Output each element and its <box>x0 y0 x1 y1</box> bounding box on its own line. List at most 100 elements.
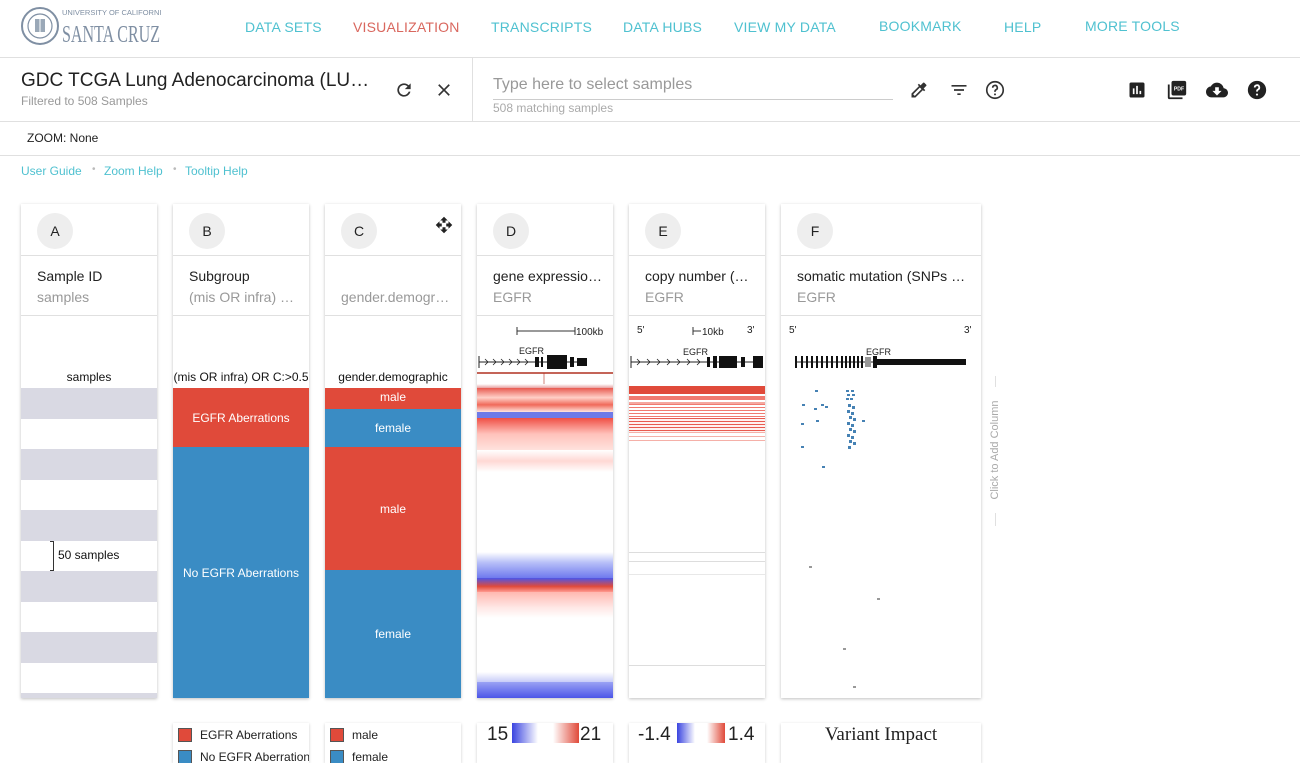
zoom-bar: ZOOM: None <box>0 122 1300 156</box>
column-subtitle: EGFR <box>645 289 684 305</box>
gender-segment[interactable]: male <box>325 388 461 409</box>
column-subtitle: gender.demographic <box>341 289 451 305</box>
column-header: B <box>173 204 309 256</box>
column-title-block[interactable]: copy number (gene-level) EGFR <box>629 256 765 316</box>
zoom-bracket <box>50 541 54 571</box>
subgroup-segment[interactable]: EGFR Aberrations <box>173 388 309 447</box>
legend-min: 15 <box>487 724 509 745</box>
subgroup-segment[interactable]: No EGFR Aberrations <box>173 447 309 698</box>
legend-gradient-high <box>707 723 725 743</box>
legend-min: -1.4 <box>638 724 671 745</box>
add-column-label: Click to Add Column <box>989 387 1001 513</box>
legend-max: 21 <box>580 724 602 745</box>
column-e[interactable]: E copy number (gene-level) EGFR 5' 3' 10… <box>629 204 765 698</box>
column-title-block[interactable]: gene expression RNAseq EGFR <box>477 256 613 316</box>
filter-icon[interactable] <box>945 76 973 104</box>
column-c[interactable]: C gender.demographic gender.demographic … <box>325 204 461 698</box>
copy-number-track[interactable] <box>629 386 765 698</box>
gender-segment[interactable]: female <box>325 409 461 447</box>
legend-gradient-low <box>512 723 538 743</box>
add-column-button[interactable]: Click to Add Column <box>982 376 1008 526</box>
nav-help[interactable]: HELP <box>1004 19 1042 35</box>
legend-label: female <box>352 750 389 763</box>
segment-label: male <box>379 501 406 516</box>
ucsc-logo[interactable]: UNIVERSITY OF CALIFORNIA SANTA CRUZ <box>21 5 166 48</box>
svg-text:PDF: PDF <box>1174 87 1184 93</box>
gene-model[interactable]: 5' 3' 10kb EGFR <box>629 316 765 386</box>
column-title-block[interactable]: gender.demographic <box>325 256 461 316</box>
zoom-label: ZOOM: None <box>27 131 99 145</box>
sample-search-input[interactable] <box>493 70 893 100</box>
nav-more-tools[interactable]: MORE TOOLS <box>1085 18 1180 34</box>
segment-label: female <box>374 627 412 641</box>
expression-legend: 15 21 <box>477 723 613 763</box>
segment-label: No EGFR Aberrations <box>182 565 300 580</box>
copy-number-legend: -1.4 1.4 <box>629 723 765 763</box>
expression-heatmap[interactable] <box>477 384 613 698</box>
column-field-label: gender.demographic <box>338 370 448 384</box>
column-title: somatic mutation (SNPs and small INDELs) <box>797 268 971 284</box>
column-f[interactable]: F somatic mutation (SNPs and small INDEL… <box>781 204 981 698</box>
column-d[interactable]: D gene expression RNAseq EGFR 100kb EGFR <box>477 204 613 698</box>
logo-line2: SANTA CRUZ <box>62 22 160 47</box>
eyedropper-icon[interactable] <box>905 76 933 104</box>
three-prime-label: 3' <box>747 325 755 336</box>
nav-data-sets[interactable]: DATA SETS <box>245 19 322 35</box>
divider <box>472 58 473 122</box>
gene-model[interactable]: 100kb EGFR <box>477 316 613 386</box>
column-field-label: samples <box>66 370 112 384</box>
scale-label: 100kb <box>576 327 604 338</box>
column-letter: A <box>37 213 73 249</box>
cloud-download-icon[interactable] <box>1203 76 1231 104</box>
column-letter: E <box>645 213 681 249</box>
separator-dot: • <box>92 164 96 175</box>
column-title: Subgroup <box>189 268 250 284</box>
nav-data-hubs[interactable]: DATA HUBS <box>623 19 703 35</box>
legend-swatch <box>330 728 344 742</box>
user-guide-link[interactable]: User Guide <box>21 164 82 178</box>
legend-label: EGFR Aberrations <box>200 728 298 742</box>
chart-icon[interactable] <box>1123 76 1151 104</box>
legend-label: male <box>352 728 379 742</box>
column-letter: D <box>493 213 529 249</box>
nav-view-my-data[interactable]: VIEW MY DATA <box>734 19 836 35</box>
gene-label: EGFR <box>519 346 545 356</box>
cohort-title[interactable]: GDC TCGA Lung Adenocarcinoma (LUAD) <box>21 70 379 91</box>
tooltip-help-link[interactable]: Tooltip Help <box>185 164 248 178</box>
nav-bookmark[interactable]: BOOKMARK <box>879 18 962 34</box>
pdf-icon[interactable]: PDF <box>1163 76 1191 104</box>
cohort-bar: GDC TCGA Lung Adenocarcinoma (LUAD) Filt… <box>0 58 1300 122</box>
help-circle-icon[interactable] <box>981 76 1009 104</box>
gene-model[interactable]: 5' 3' EGFR <box>781 316 981 386</box>
cohort-subtitle: Filtered to 508 Samples <box>21 94 148 108</box>
legend-swatch <box>330 750 344 763</box>
segment-label: female <box>374 421 412 435</box>
gender-segment[interactable]: female <box>325 570 461 698</box>
legend-title: Variant Impact <box>824 724 938 745</box>
nav-visualization[interactable]: VISUALIZATION <box>353 19 460 35</box>
column-title-block[interactable]: Sample ID samples <box>21 256 157 316</box>
help-filled-icon[interactable] <box>1243 76 1271 104</box>
column-letter: F <box>797 213 833 249</box>
logo-line1: UNIVERSITY OF CALIFORNIA <box>62 8 161 17</box>
refresh-icon[interactable] <box>390 76 418 104</box>
nav-transcripts[interactable]: TRANSCRIPTS <box>491 19 592 35</box>
legend-swatch <box>178 750 192 763</box>
zoom-help-link[interactable]: Zoom Help <box>104 164 163 178</box>
close-icon[interactable] <box>430 76 458 104</box>
column-title-block[interactable]: somatic mutation (SNPs and small INDELs)… <box>781 256 981 316</box>
gene-label: EGFR <box>683 347 709 357</box>
column-subtitle: (mis OR infra) OR C:>0.5 <box>189 289 299 305</box>
mutation-track[interactable] <box>781 386 981 698</box>
column-a[interactable]: A Sample ID samples samples 50 samples <box>21 204 157 698</box>
column-header: F <box>781 204 981 256</box>
gender-segment[interactable]: male <box>325 447 461 570</box>
sample-stripes[interactable] <box>21 388 157 698</box>
column-b[interactable]: B Subgroup (mis OR infra) OR C:>0.5 (mis… <box>173 204 309 698</box>
column-header: A <box>21 204 157 256</box>
legend-label: No EGFR Aberrations <box>200 750 309 763</box>
legend-max: 1.4 <box>728 724 755 745</box>
column-title-block[interactable]: Subgroup (mis OR infra) OR C:>0.5 <box>173 256 309 316</box>
move-icon[interactable] <box>435 216 453 239</box>
gene-label: EGFR <box>866 347 892 357</box>
